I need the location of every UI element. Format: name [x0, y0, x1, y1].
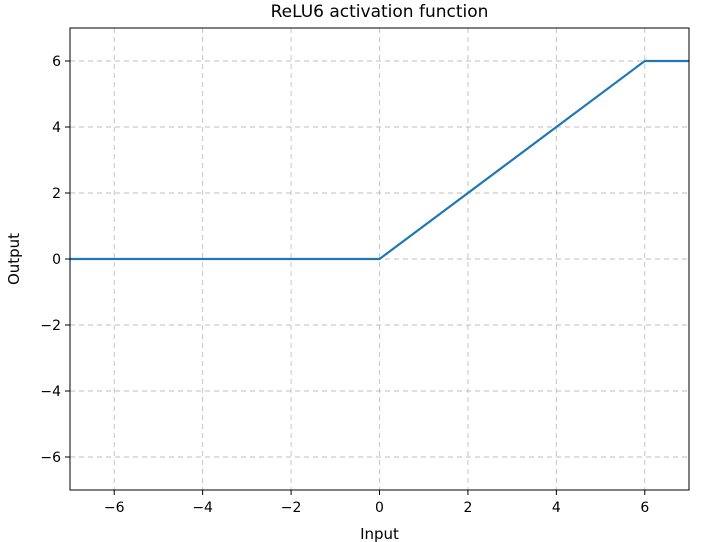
- x-tick-label: 2: [463, 500, 472, 516]
- y-tick-label: −2: [40, 318, 61, 334]
- x-axis-ticks: −6 −4 −2 0 2 4 6: [104, 490, 649, 516]
- x-tick-label: 6: [640, 500, 649, 516]
- y-tick-label: −6: [40, 450, 61, 466]
- y-tick-label: −4: [40, 384, 61, 400]
- x-tick-label: −2: [281, 500, 302, 516]
- x-tick-label: 0: [375, 500, 384, 516]
- y-tick-label: 0: [52, 252, 61, 268]
- y-tick-label: 2: [52, 186, 61, 202]
- series-layer: [70, 59, 689, 261]
- y-tick-label: 6: [52, 54, 61, 70]
- x-tick-label: −6: [104, 500, 125, 516]
- y-axis-label: Output: [5, 233, 23, 285]
- chart-title: ReLU6 activation function: [271, 2, 489, 22]
- x-axis-label: Input: [360, 525, 399, 542]
- y-tick-label: 4: [52, 120, 61, 136]
- x-tick-label: −4: [192, 500, 213, 516]
- relu6-line: [70, 59, 689, 261]
- y-axis-ticks: −6 −4 −2 0 2 4 6: [40, 54, 70, 466]
- x-tick-label: 4: [552, 500, 561, 516]
